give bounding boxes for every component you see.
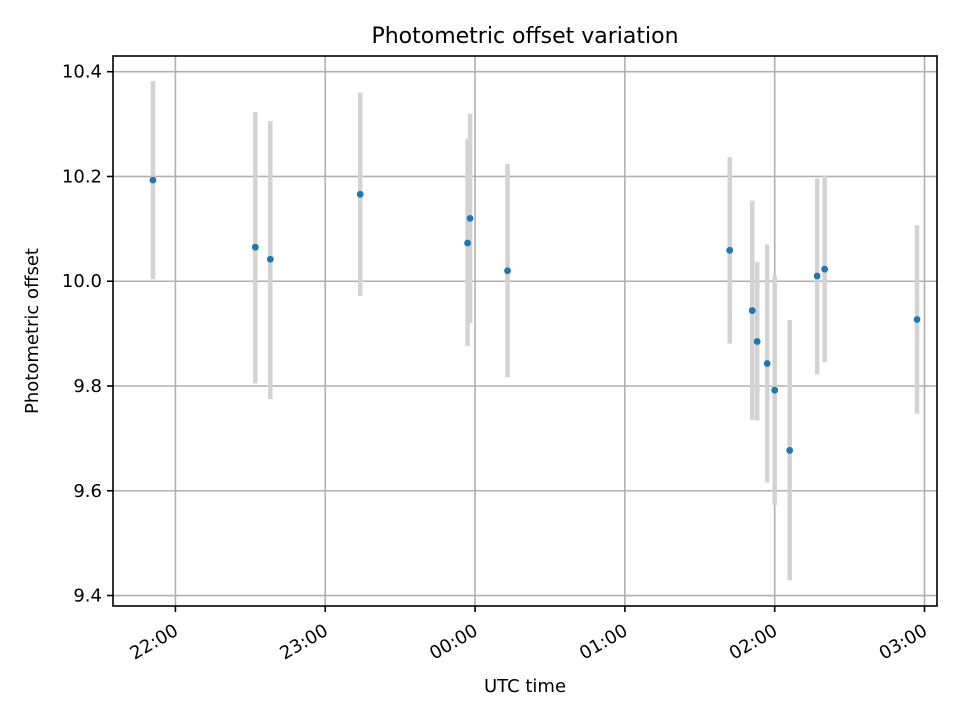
data-point xyxy=(466,214,474,222)
y-tick-label: 9.8 xyxy=(73,376,102,397)
y-tick-label: 10.0 xyxy=(62,271,102,292)
y-tick-label: 9.4 xyxy=(73,586,102,607)
data-point xyxy=(726,246,734,254)
x-tick-label: 23:00 xyxy=(276,620,331,664)
x-tick-label: 22:00 xyxy=(126,620,181,664)
point-layer xyxy=(149,176,921,454)
data-point xyxy=(821,265,829,273)
y-axis-label: Photometric offset xyxy=(22,248,43,414)
grid-layer xyxy=(113,56,937,606)
plot-frame xyxy=(112,55,938,607)
data-point xyxy=(753,338,761,345)
x-tick-label: 01:00 xyxy=(576,620,631,664)
data-point xyxy=(786,447,794,454)
x-tick-label: 00:00 xyxy=(426,620,481,664)
y-tick-label: 10.4 xyxy=(62,62,102,83)
data-point xyxy=(266,255,274,263)
data-point xyxy=(763,360,771,367)
errorbar-layer xyxy=(150,81,920,581)
data-point xyxy=(356,190,364,198)
data-point xyxy=(913,316,921,323)
data-point xyxy=(771,386,779,394)
y-tick-label: 9.6 xyxy=(73,481,102,502)
x-tick-label: 03:00 xyxy=(876,620,931,664)
data-point xyxy=(504,267,511,275)
chart-title: Photometric offset variation xyxy=(371,24,678,49)
x-axis-label: UTC time xyxy=(484,676,566,697)
data-point xyxy=(813,272,821,280)
y-tick-label: 10.2 xyxy=(62,166,102,187)
data-point xyxy=(748,307,756,314)
y-axis: 9.4 9.6 9.8 10.0 10.2 10.4 xyxy=(62,62,113,607)
data-point xyxy=(251,243,259,251)
x-tick-label: 02:00 xyxy=(726,620,781,664)
data-point xyxy=(149,176,157,184)
x-axis: 22:00 23:00 00:00 01:00 02:00 03:00 xyxy=(126,606,931,664)
data-point xyxy=(464,239,471,247)
